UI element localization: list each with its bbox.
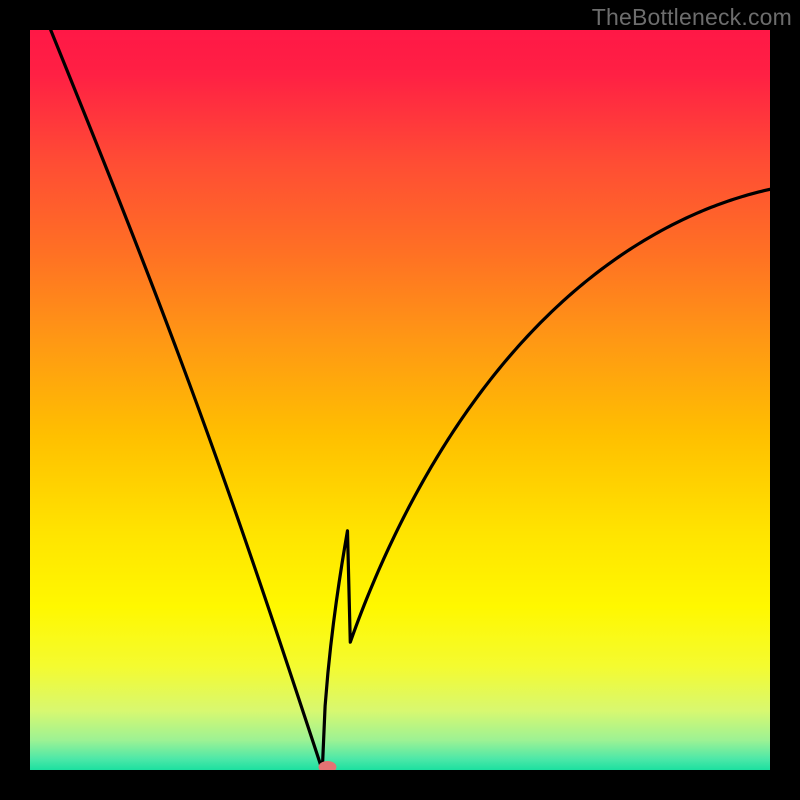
watermark-text: TheBottleneck.com <box>592 4 792 31</box>
plot-area <box>30 30 770 770</box>
chart-svg <box>30 30 770 770</box>
gradient-background <box>30 30 770 770</box>
chart-container: TheBottleneck.com <box>0 0 800 800</box>
